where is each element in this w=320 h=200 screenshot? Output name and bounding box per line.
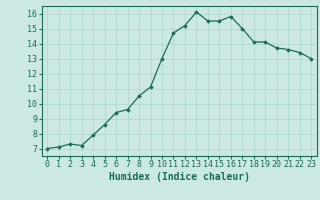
X-axis label: Humidex (Indice chaleur): Humidex (Indice chaleur) bbox=[109, 172, 250, 182]
